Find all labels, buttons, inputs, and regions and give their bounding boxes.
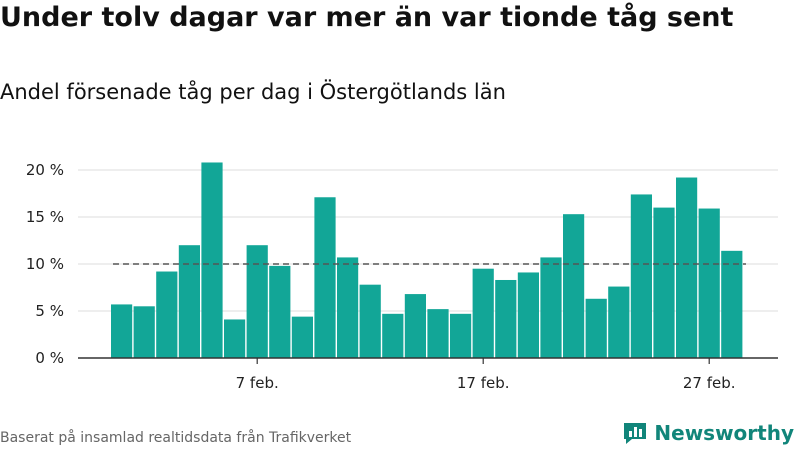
bar bbox=[450, 313, 472, 358]
x-tick-label: 27 feb. bbox=[683, 374, 736, 392]
chart-title: Under tolv dagar var mer än var tionde t… bbox=[0, 2, 734, 33]
bar bbox=[133, 306, 155, 358]
bar bbox=[314, 197, 336, 358]
bar bbox=[427, 309, 449, 358]
bar bbox=[404, 294, 426, 358]
bar bbox=[111, 304, 133, 358]
bar bbox=[495, 279, 517, 358]
chart-subtitle: Andel försenade tåg per dag i Östergötla… bbox=[0, 80, 506, 104]
y-tick-label: 10 % bbox=[26, 255, 64, 273]
bar bbox=[676, 177, 698, 358]
bar bbox=[540, 257, 562, 358]
bar bbox=[630, 194, 652, 358]
bar bbox=[156, 271, 178, 358]
bar bbox=[224, 319, 246, 358]
brand-name: Newsworthy bbox=[654, 421, 794, 445]
bar-chart: 0 % 5 % 10 % 15 % 20 % 7 feb. 17 feb. 27 feb. bbox=[26, 161, 778, 392]
y-axis-labels: 0 % 5 % 10 % 15 % 20 % bbox=[26, 161, 64, 367]
bar bbox=[517, 272, 539, 358]
bar bbox=[337, 257, 359, 358]
bar bbox=[563, 214, 585, 358]
bar bbox=[472, 268, 494, 358]
bars bbox=[111, 162, 743, 358]
bar-chart-logo-icon bbox=[624, 423, 647, 444]
bar bbox=[382, 313, 404, 358]
bar bbox=[653, 207, 675, 358]
bar bbox=[201, 162, 223, 358]
brand-logo[interactable]: Newsworthy bbox=[622, 420, 794, 446]
y-tick-label: 5 % bbox=[35, 302, 64, 320]
bar bbox=[291, 316, 313, 358]
bar bbox=[269, 265, 291, 358]
x-axis: 7 feb. 17 feb. 27 feb. bbox=[78, 357, 778, 392]
bar bbox=[721, 250, 743, 358]
bar bbox=[359, 284, 381, 358]
y-tick-label: 15 % bbox=[26, 208, 64, 226]
bar bbox=[585, 298, 607, 358]
y-tick-label: 0 % bbox=[35, 349, 64, 367]
bar bbox=[246, 245, 268, 358]
y-tick-label: 20 % bbox=[26, 161, 64, 179]
x-tick-label: 7 feb. bbox=[236, 374, 279, 392]
source-note: Baserat på insamlad realtidsdata från Tr… bbox=[0, 430, 352, 446]
bar bbox=[698, 208, 720, 358]
bar bbox=[608, 286, 630, 358]
bar bbox=[178, 245, 200, 358]
x-tick-label: 17 feb. bbox=[457, 374, 510, 392]
